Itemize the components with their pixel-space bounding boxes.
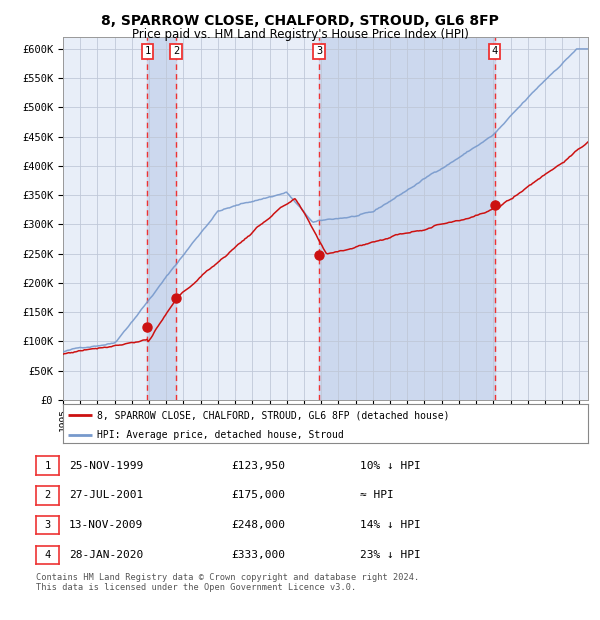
Text: 4: 4 [44,550,50,560]
Text: £333,000: £333,000 [231,550,285,560]
Text: Contains HM Land Registry data © Crown copyright and database right 2024.
This d: Contains HM Land Registry data © Crown c… [36,573,419,592]
Text: 13-NOV-2009: 13-NOV-2009 [69,520,143,530]
Bar [319,37,494,400]
Text: 2: 2 [44,490,50,500]
Text: 27-JUL-2001: 27-JUL-2001 [69,490,143,500]
Text: 14% ↓ HPI: 14% ↓ HPI [360,520,421,530]
Text: 10% ↓ HPI: 10% ↓ HPI [360,461,421,471]
Text: £248,000: £248,000 [231,520,285,530]
Text: 2: 2 [173,46,179,56]
Text: 3: 3 [44,520,50,530]
Text: £175,000: £175,000 [231,490,285,500]
Text: 25-NOV-1999: 25-NOV-1999 [69,461,143,471]
Text: 1: 1 [44,461,50,471]
Text: HPI: Average price, detached house, Stroud: HPI: Average price, detached house, Stro… [97,430,344,440]
Bar [148,37,176,400]
Text: 4: 4 [491,46,497,56]
Text: ≈ HPI: ≈ HPI [360,490,394,500]
Text: Price paid vs. HM Land Registry's House Price Index (HPI): Price paid vs. HM Land Registry's House … [131,28,469,41]
Text: 8, SPARROW CLOSE, CHALFORD, STROUD, GL6 8FP (detached house): 8, SPARROW CLOSE, CHALFORD, STROUD, GL6 … [97,410,449,420]
Text: £123,950: £123,950 [231,461,285,471]
Text: 1: 1 [144,46,151,56]
Text: 28-JAN-2020: 28-JAN-2020 [69,550,143,560]
Text: 3: 3 [316,46,322,56]
Text: 8, SPARROW CLOSE, CHALFORD, STROUD, GL6 8FP: 8, SPARROW CLOSE, CHALFORD, STROUD, GL6 … [101,14,499,28]
Text: 23% ↓ HPI: 23% ↓ HPI [360,550,421,560]
